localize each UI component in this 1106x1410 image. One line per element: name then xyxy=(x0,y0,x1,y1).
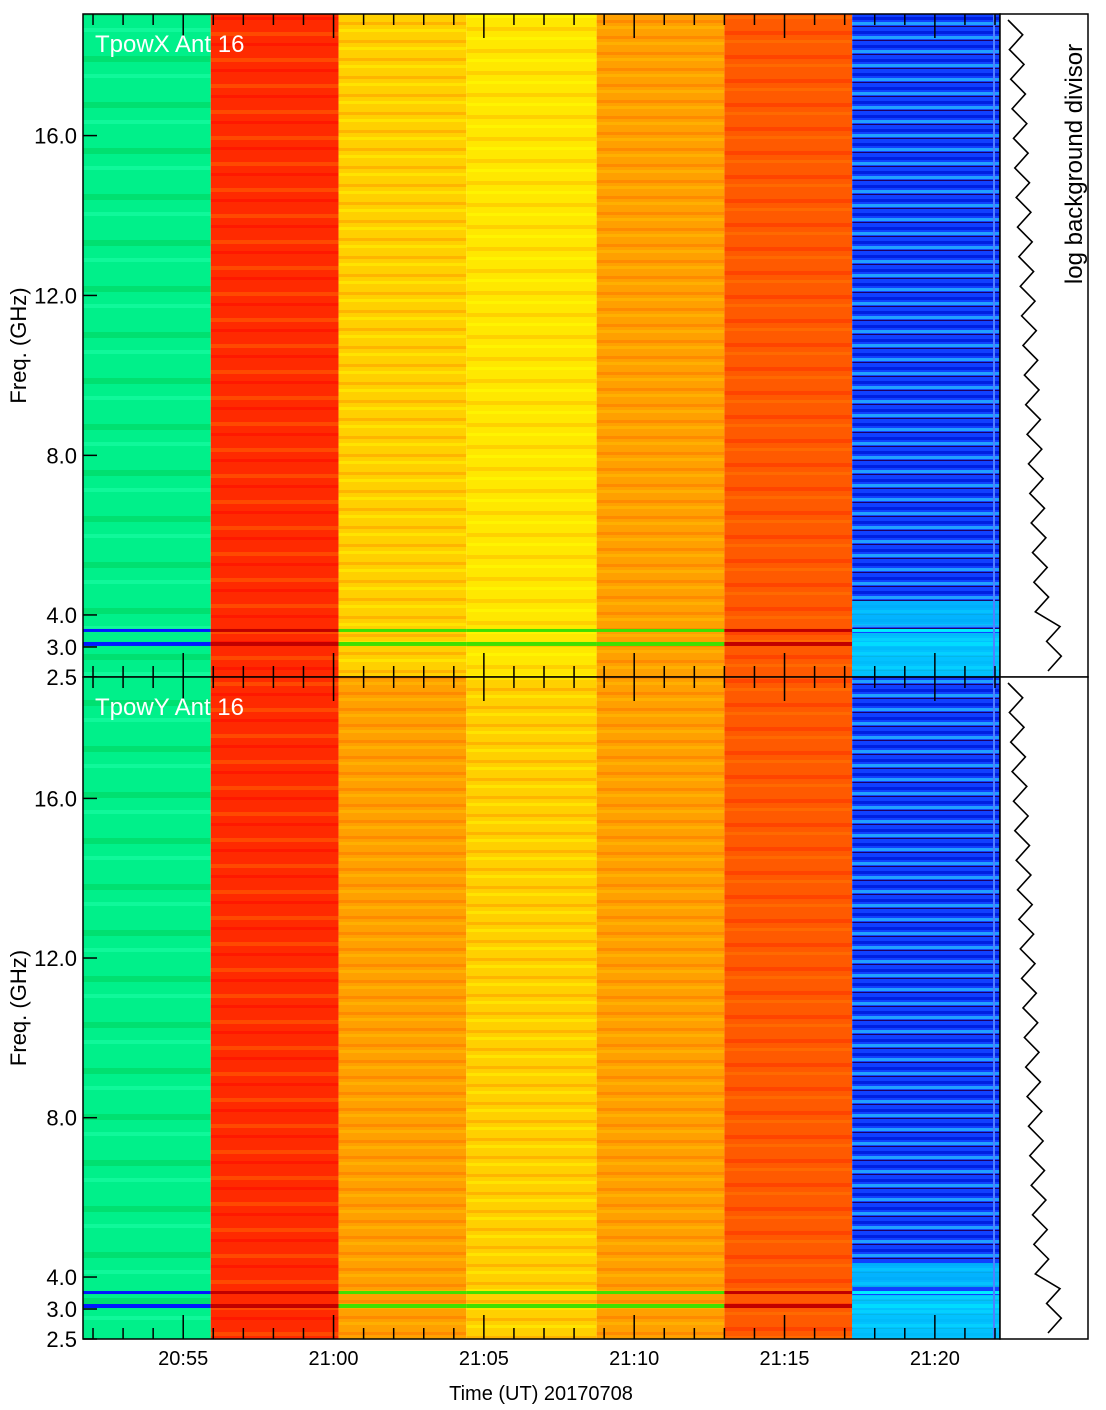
y-tick-label: 4.0 xyxy=(46,603,77,628)
heatmap-segment-5 xyxy=(724,677,853,1339)
heatmap-segment-6 xyxy=(852,677,1000,1339)
band-accent-3ghz xyxy=(724,1304,853,1309)
y-tick-label: 3.0 xyxy=(46,635,77,660)
heatmap-segment-5 xyxy=(724,14,853,677)
panel-title: TpowY Ant 16 xyxy=(95,694,244,721)
heatmap-segment-1 xyxy=(210,677,339,1339)
band-cyan-bottom xyxy=(852,632,1000,677)
x-tick-label: 21:10 xyxy=(609,1348,659,1370)
heatmap-segment-3 xyxy=(466,677,597,1339)
y-tick-label: 12.0 xyxy=(34,946,77,971)
band-cyan-bottom xyxy=(852,1295,1000,1339)
background-divisor-trace xyxy=(1007,19,1063,672)
heatmap-segment-0 xyxy=(83,14,211,677)
band-accent-3ghz xyxy=(83,641,211,646)
band-accent-3-5ghz xyxy=(596,1291,725,1295)
heatmap-segment-3 xyxy=(466,14,597,677)
band-accent-3-5ghz xyxy=(210,1291,339,1295)
heatmap-segment-6 xyxy=(852,14,1000,677)
heatmap-segment-2 xyxy=(338,677,467,1339)
heatmap-segment-4 xyxy=(596,14,725,677)
panel-tpowy: 2.5 3.0 4.0 8.0 12.0 16.0 Freq. (GHz) 20:55 21:0… xyxy=(6,676,1089,1370)
y-tick-label: 8.0 xyxy=(46,443,77,468)
band-accent-3ghz xyxy=(338,1304,467,1309)
band-cyan-low xyxy=(852,600,1000,625)
heatmap-segment-2 xyxy=(338,14,467,677)
band-accent-3-5ghz xyxy=(724,1291,853,1295)
y-tick-label: 12.0 xyxy=(34,283,77,308)
band-accent-3-5ghz xyxy=(724,628,853,632)
band-accent-3ghz xyxy=(596,641,725,646)
x-tick-label: 21:00 xyxy=(309,1348,359,1370)
y-tick-label: 16.0 xyxy=(34,124,77,149)
y-tick-label: 2.5 xyxy=(46,1327,77,1352)
band-accent-3-5ghz xyxy=(852,1291,1000,1295)
band-accent-3-5ghz xyxy=(466,628,597,632)
band-accent-3ghz xyxy=(596,1304,725,1309)
band-accent-3-5ghz xyxy=(338,628,467,632)
x-tick-label: 21:05 xyxy=(459,1348,509,1370)
heatmap-segment-0 xyxy=(83,677,211,1339)
y-axis-label: Freq. (GHz) xyxy=(6,287,31,403)
y-tick-label: 2.5 xyxy=(46,665,77,690)
band-accent-3ghz xyxy=(724,641,853,646)
y-tick-label: 4.0 xyxy=(46,1265,77,1290)
band-accent-3ghz xyxy=(466,641,597,646)
band-accent-3-5ghz xyxy=(83,1291,211,1295)
y-tick-label: 3.0 xyxy=(46,1297,77,1322)
band-accent-3-5ghz xyxy=(338,1291,467,1295)
x-tick-label: 21:20 xyxy=(910,1348,960,1370)
band-accent-3-5ghz xyxy=(596,628,725,632)
side-panel-label: log background divisor xyxy=(1061,44,1088,284)
band-accent-3-5ghz xyxy=(210,628,339,632)
band-accent-3ghz xyxy=(466,1304,597,1309)
side-panel-frame xyxy=(999,13,1089,678)
band-accent-3ghz xyxy=(338,641,467,646)
band-accent-3-5ghz xyxy=(466,1291,597,1295)
band-accent-3-5ghz xyxy=(83,628,211,632)
band-accent-3ghz xyxy=(83,1304,211,1309)
x-axis-label: Time (UT) 20170708 xyxy=(449,1383,633,1405)
band-cyan-low xyxy=(852,1263,1000,1288)
heatmap-segment-4 xyxy=(596,677,725,1339)
band-accent-3-5ghz xyxy=(852,628,1000,632)
y-axis-label: Freq. (GHz) xyxy=(6,950,31,1066)
y-tick-label: 16.0 xyxy=(34,786,77,811)
side-panel-frame xyxy=(999,676,1089,1340)
y-tick-label: 8.0 xyxy=(46,1106,77,1131)
x-tick-label: 20:55 xyxy=(158,1348,208,1370)
panel-tpowx: 2.5 3.0 4.0 8.0 12.0 16.0 Freq. (GHz) TpowX Ant… xyxy=(6,13,1089,690)
x-tick-label: 21:15 xyxy=(759,1348,809,1370)
background-divisor-trace xyxy=(1007,682,1063,1334)
band-accent-3ghz xyxy=(210,1304,339,1309)
heatmap-segment-1 xyxy=(210,14,339,677)
band-accent-3ghz xyxy=(210,641,339,646)
panel-title: TpowX Ant 16 xyxy=(95,31,244,58)
